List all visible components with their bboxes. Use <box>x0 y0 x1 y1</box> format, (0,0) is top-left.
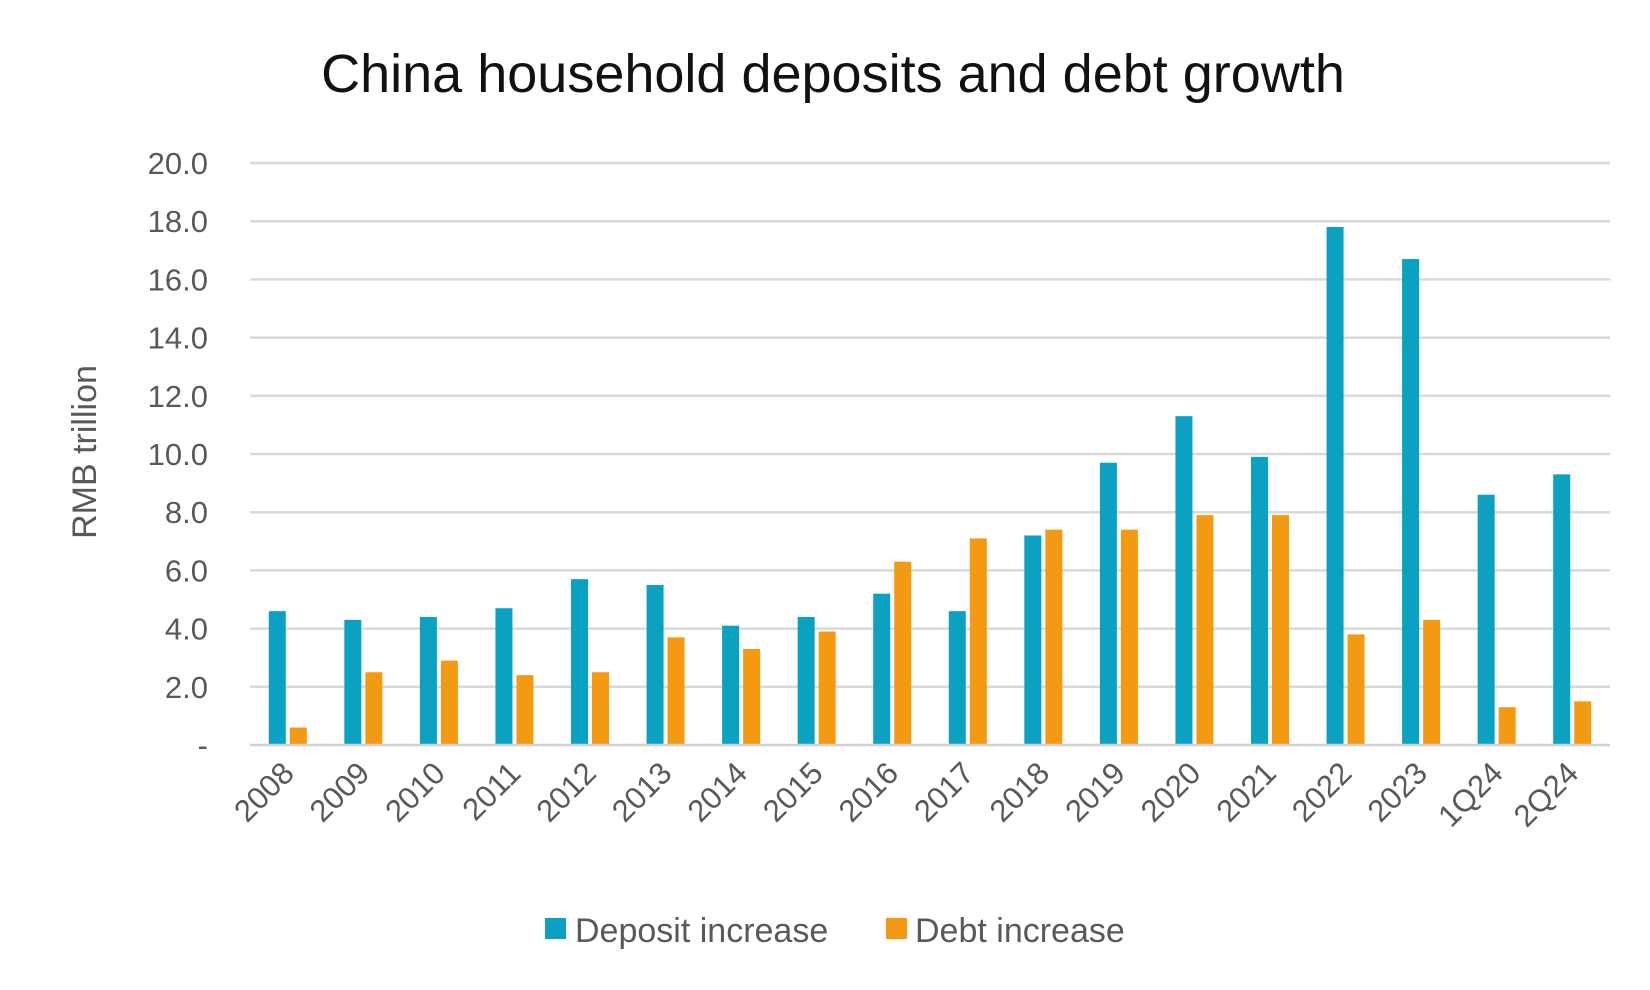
debt-bar <box>440 660 458 745</box>
y-tick-label: 18.0 <box>148 204 208 239</box>
x-tick-label: 1Q24 <box>1431 755 1509 833</box>
x-tick-label: 2014 <box>681 755 755 829</box>
x-tick-label: 2022 <box>1285 755 1359 829</box>
deposit-bar <box>873 593 891 745</box>
x-tick-label: 2021 <box>1209 755 1283 829</box>
deposit-bar <box>646 584 664 745</box>
y-axis-ticks: - 2.0 4.0 6.0 8.0 10.0 12.0 14.0 16.0 18.0 20.0 <box>148 146 208 763</box>
x-tick-label: 2011 <box>456 755 528 827</box>
x-tick-label: 2008 <box>227 755 301 829</box>
y-tick-label: 14.0 <box>148 321 208 356</box>
debt-bar <box>1423 619 1441 745</box>
x-tick-label: 2015 <box>756 755 830 829</box>
debt-bar <box>1196 515 1214 745</box>
x-tick-label: 2018 <box>983 755 1057 829</box>
bars <box>268 227 1592 745</box>
x-tick-label: 2020 <box>1134 755 1208 829</box>
debt-bar <box>969 538 987 745</box>
legend-swatch <box>886 918 907 939</box>
x-tick-label: 2013 <box>605 755 679 829</box>
deposit-bar <box>571 579 588 745</box>
deposit-bar <box>797 616 815 745</box>
y-tick-label: 16.0 <box>148 262 208 297</box>
debt-bar <box>516 675 534 745</box>
debt-bar <box>1045 529 1063 745</box>
x-tick-label: 2012 <box>529 755 603 829</box>
debt-bar <box>667 637 685 745</box>
y-tick-label: 8.0 <box>165 495 208 530</box>
x-axis-ticks: 2008 2009 2010 2011 2012 2013 2014 2015 2016 2017… <box>227 755 1585 833</box>
deposit-bar <box>344 619 362 745</box>
y-tick-label: 10.0 <box>148 437 208 472</box>
deposit-bar <box>1024 535 1042 745</box>
x-tick-label: 2009 <box>303 755 377 829</box>
debt-bar <box>894 561 912 745</box>
x-tick-label: 2023 <box>1361 755 1435 829</box>
y-tick-label: 4.0 <box>165 612 208 647</box>
deposit-bar <box>1326 227 1344 745</box>
deposit-bar <box>1251 456 1268 745</box>
debt-bar <box>592 672 609 745</box>
deposit-bar <box>722 625 740 745</box>
deposit-bar <box>1553 474 1571 745</box>
x-tick-label: 2Q24 <box>1507 755 1585 833</box>
y-tick-label: 2.0 <box>165 670 208 705</box>
deposit-bar <box>419 616 437 745</box>
y-tick-label: 12.0 <box>148 379 208 414</box>
deposit-bar <box>1175 416 1193 745</box>
debt-bar <box>1272 515 1289 745</box>
debt-bar <box>289 727 307 745</box>
y-axis-label: RMB trillion <box>66 365 104 539</box>
x-tick-label: 2010 <box>378 755 452 829</box>
y-tick-label: 6.0 <box>165 553 208 588</box>
deposit-bar <box>948 611 966 745</box>
legend: Deposit increase Debt increase <box>545 912 1125 950</box>
legend-label: Debt increase <box>915 912 1125 950</box>
debt-bar <box>818 631 836 745</box>
y-tick-label: 20.0 <box>148 146 208 181</box>
debt-bar <box>1347 634 1365 745</box>
x-tick-label: 2017 <box>907 755 981 829</box>
chart-title: China household deposits and debt growth <box>321 44 1345 104</box>
debt-bar <box>1498 707 1516 745</box>
debt-bar <box>365 672 383 745</box>
deposit-bar <box>268 611 286 745</box>
debt-bar <box>1120 529 1138 745</box>
deposit-bar <box>495 608 513 745</box>
x-tick-label: 2016 <box>832 755 906 829</box>
debt-bar <box>1574 701 1592 745</box>
debt-bar <box>743 648 761 745</box>
gridlines <box>250 161 1610 689</box>
x-tick-label: 2019 <box>1058 755 1132 829</box>
legend-swatch <box>545 918 566 939</box>
deposit-bar <box>1402 259 1420 745</box>
legend-label: Deposit increase <box>575 912 828 950</box>
y-tick-label: - <box>198 728 208 763</box>
deposit-bar <box>1099 462 1117 745</box>
deposit-bar <box>1477 494 1495 745</box>
